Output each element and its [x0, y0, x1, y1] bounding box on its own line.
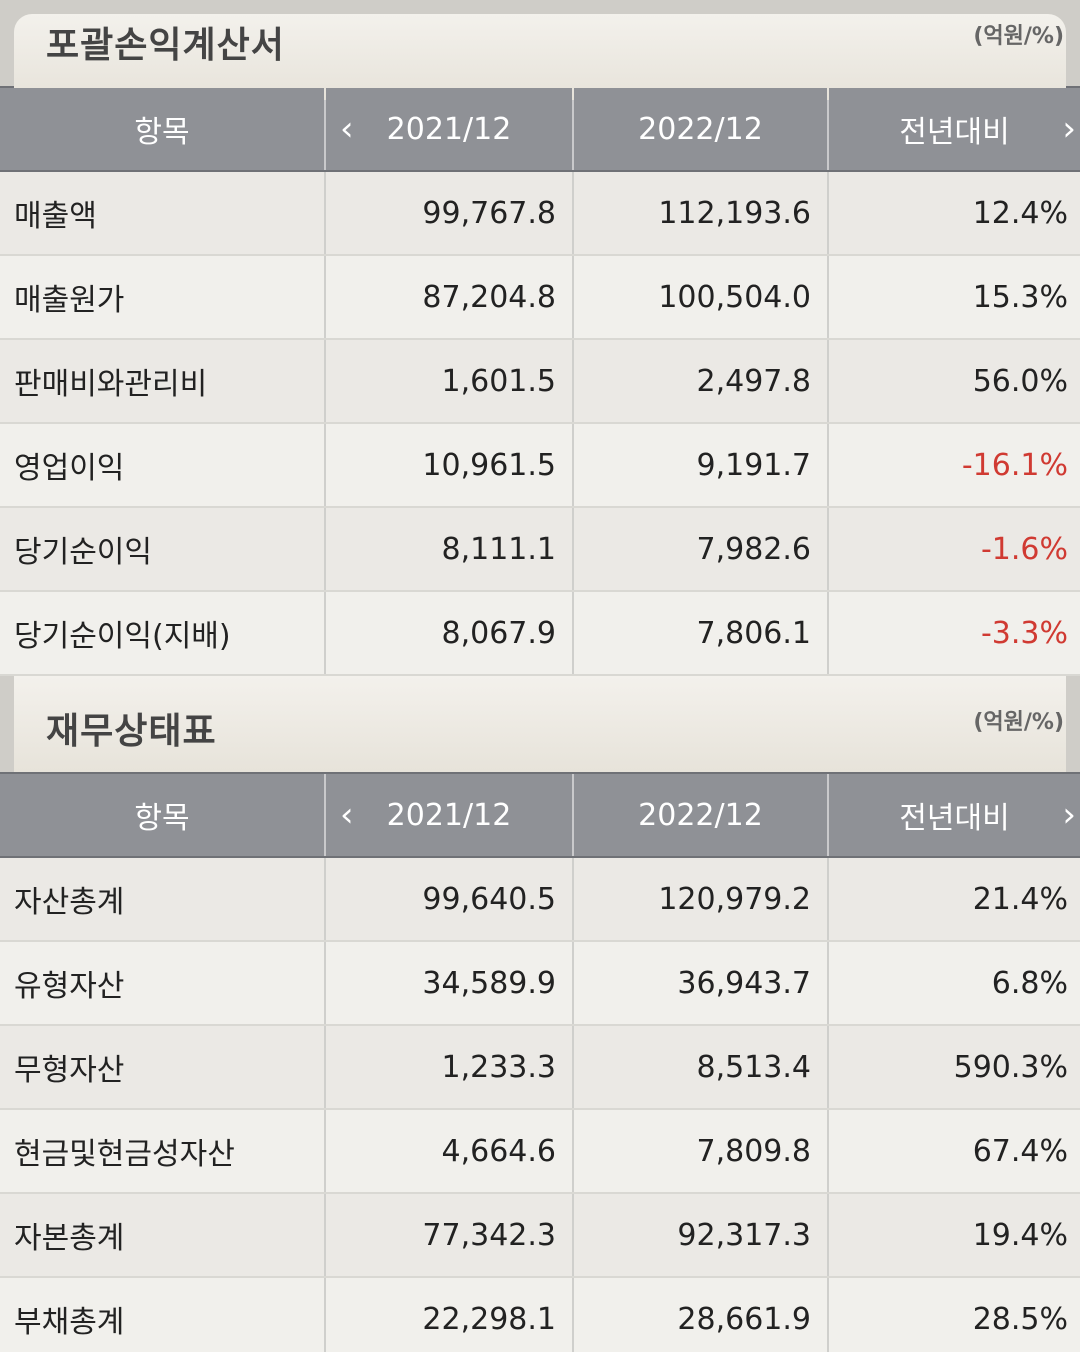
value-yoy: 67.4% — [827, 1109, 1080, 1194]
column-header-label: 2021/12 — [386, 797, 512, 833]
value-2021: 4,664.6 — [324, 1109, 573, 1194]
column-header-2021: ‹ 2021/12 — [324, 86, 573, 172]
value-2022: 7,809.8 — [572, 1109, 828, 1194]
column-header-yoy: 전년대비 › — [827, 86, 1080, 172]
section-title: 재무상태표 — [46, 711, 217, 752]
value-2021: 77,342.3 — [324, 1193, 573, 1278]
value-yoy: 56.0% — [827, 339, 1080, 424]
column-header-item: 항목 — [0, 86, 325, 172]
chevron-left-icon[interactable]: ‹ — [340, 795, 354, 835]
value-yoy: -3.3% — [827, 591, 1080, 676]
table-row: 당기순이익 8,111.1 7,982.6 -1.6% — [0, 507, 1080, 592]
unit-label: (억원/%) — [973, 710, 1064, 735]
table-row: 현금및현금성자산 4,664.6 7,809.8 67.4% — [0, 1109, 1080, 1194]
balance-sheet-body: 자산총계 99,640.5 120,979.2 21.4% 유형자산 34,589.9 36… — [0, 857, 1080, 1352]
table-header-row: 항목 ‹ 2021/12 2022/12 전년대비 › — [0, 772, 1080, 858]
income-statement-header: 포괄손익계산서 (억원/%) — [14, 14, 1066, 100]
column-header-yoy: 전년대비 › — [827, 772, 1080, 858]
income-statement-body: 매출액 99,767.8 112,193.6 12.4% 매출원가 87,204.8 100… — [0, 171, 1080, 676]
column-header-2021: ‹ 2021/12 — [324, 772, 573, 858]
value-2022: 112,193.6 — [572, 171, 828, 256]
row-label: 부채총계 — [0, 1277, 325, 1352]
value-2021: 8,067.9 — [324, 591, 573, 676]
value-yoy: 6.8% — [827, 941, 1080, 1026]
value-yoy: 590.3% — [827, 1025, 1080, 1110]
balance-sheet-table: 항목 ‹ 2021/12 2022/12 전년대비 › 자산총계 99,640.5… — [0, 772, 1080, 1352]
table-row: 매출액 99,767.8 112,193.6 12.4% — [0, 171, 1080, 256]
table-row: 판매비와관리비 1,601.5 2,497.8 56.0% — [0, 339, 1080, 424]
value-2022: 36,943.7 — [572, 941, 828, 1026]
value-yoy: -1.6% — [827, 507, 1080, 592]
table-row: 영업이익 10,961.5 9,191.7 -16.1% — [0, 423, 1080, 508]
row-label: 현금및현금성자산 — [0, 1109, 325, 1194]
value-yoy: 21.4% — [827, 857, 1080, 942]
table-row: 매출원가 87,204.8 100,504.0 15.3% — [0, 255, 1080, 340]
value-2022: 120,979.2 — [572, 857, 828, 942]
row-label: 매출원가 — [0, 255, 325, 340]
value-2022: 7,806.1 — [572, 591, 828, 676]
value-2021: 1,233.3 — [324, 1025, 573, 1110]
chevron-right-icon[interactable]: › — [1062, 795, 1076, 835]
value-2021: 1,601.5 — [324, 339, 573, 424]
value-yoy: 19.4% — [827, 1193, 1080, 1278]
unit-label: (억원/%) — [973, 24, 1064, 49]
table-row: 유형자산 34,589.9 36,943.7 6.8% — [0, 941, 1080, 1026]
balance-sheet-header: 재무상태표 (억원/%) — [14, 676, 1066, 772]
value-2022: 92,317.3 — [572, 1193, 828, 1278]
value-2021: 8,111.1 — [324, 507, 573, 592]
row-label: 매출액 — [0, 171, 325, 256]
table-row: 자본총계 77,342.3 92,317.3 19.4% — [0, 1193, 1080, 1278]
value-2021: 87,204.8 — [324, 255, 573, 340]
column-header-2022: 2022/12 — [572, 772, 828, 858]
value-2022: 2,497.8 — [572, 339, 828, 424]
table-row: 무형자산 1,233.3 8,513.4 590.3% — [0, 1025, 1080, 1110]
section-title: 포괄손익계산서 — [46, 25, 285, 66]
row-label: 자산총계 — [0, 857, 325, 942]
value-2021: 22,298.1 — [324, 1277, 573, 1352]
value-2022: 9,191.7 — [572, 423, 828, 508]
column-header-item: 항목 — [0, 772, 325, 858]
row-label: 판매비와관리비 — [0, 339, 325, 424]
value-2022: 28,661.9 — [572, 1277, 828, 1352]
column-header-label: 전년대비 — [899, 115, 1010, 150]
table-row: 자산총계 99,640.5 120,979.2 21.4% — [0, 857, 1080, 942]
value-2021: 99,640.5 — [324, 857, 573, 942]
value-2021: 10,961.5 — [324, 423, 573, 508]
row-label: 당기순이익(지배) — [0, 591, 325, 676]
column-header-label: 전년대비 — [899, 801, 1010, 836]
value-2022: 100,504.0 — [572, 255, 828, 340]
row-label: 무형자산 — [0, 1025, 325, 1110]
table-header-row: 항목 ‹ 2021/12 2022/12 전년대비 › — [0, 86, 1080, 172]
row-label: 영업이익 — [0, 423, 325, 508]
value-2022: 7,982.6 — [572, 507, 828, 592]
income-statement-table: 항목 ‹ 2021/12 2022/12 전년대비 › 매출액 99,767.8 1… — [0, 86, 1080, 676]
row-label: 유형자산 — [0, 941, 325, 1026]
financial-summary-page: 포괄손익계산서 (억원/%) 항목 ‹ 2021/12 2022/12 전년대비… — [0, 14, 1080, 1352]
column-header-label: 2021/12 — [386, 111, 512, 147]
value-yoy: 12.4% — [827, 171, 1080, 256]
table-row: 당기순이익(지배) 8,067.9 7,806.1 -3.3% — [0, 591, 1080, 676]
value-yoy: 28.5% — [827, 1277, 1080, 1352]
column-header-2022: 2022/12 — [572, 86, 828, 172]
chevron-right-icon[interactable]: › — [1062, 109, 1076, 149]
value-yoy: -16.1% — [827, 423, 1080, 508]
table-row: 부채총계 22,298.1 28,661.9 28.5% — [0, 1277, 1080, 1352]
chevron-left-icon[interactable]: ‹ — [340, 109, 354, 149]
row-label: 자본총계 — [0, 1193, 325, 1278]
value-2021: 34,589.9 — [324, 941, 573, 1026]
value-2021: 99,767.8 — [324, 171, 573, 256]
value-yoy: 15.3% — [827, 255, 1080, 340]
value-2022: 8,513.4 — [572, 1025, 828, 1110]
row-label: 당기순이익 — [0, 507, 325, 592]
